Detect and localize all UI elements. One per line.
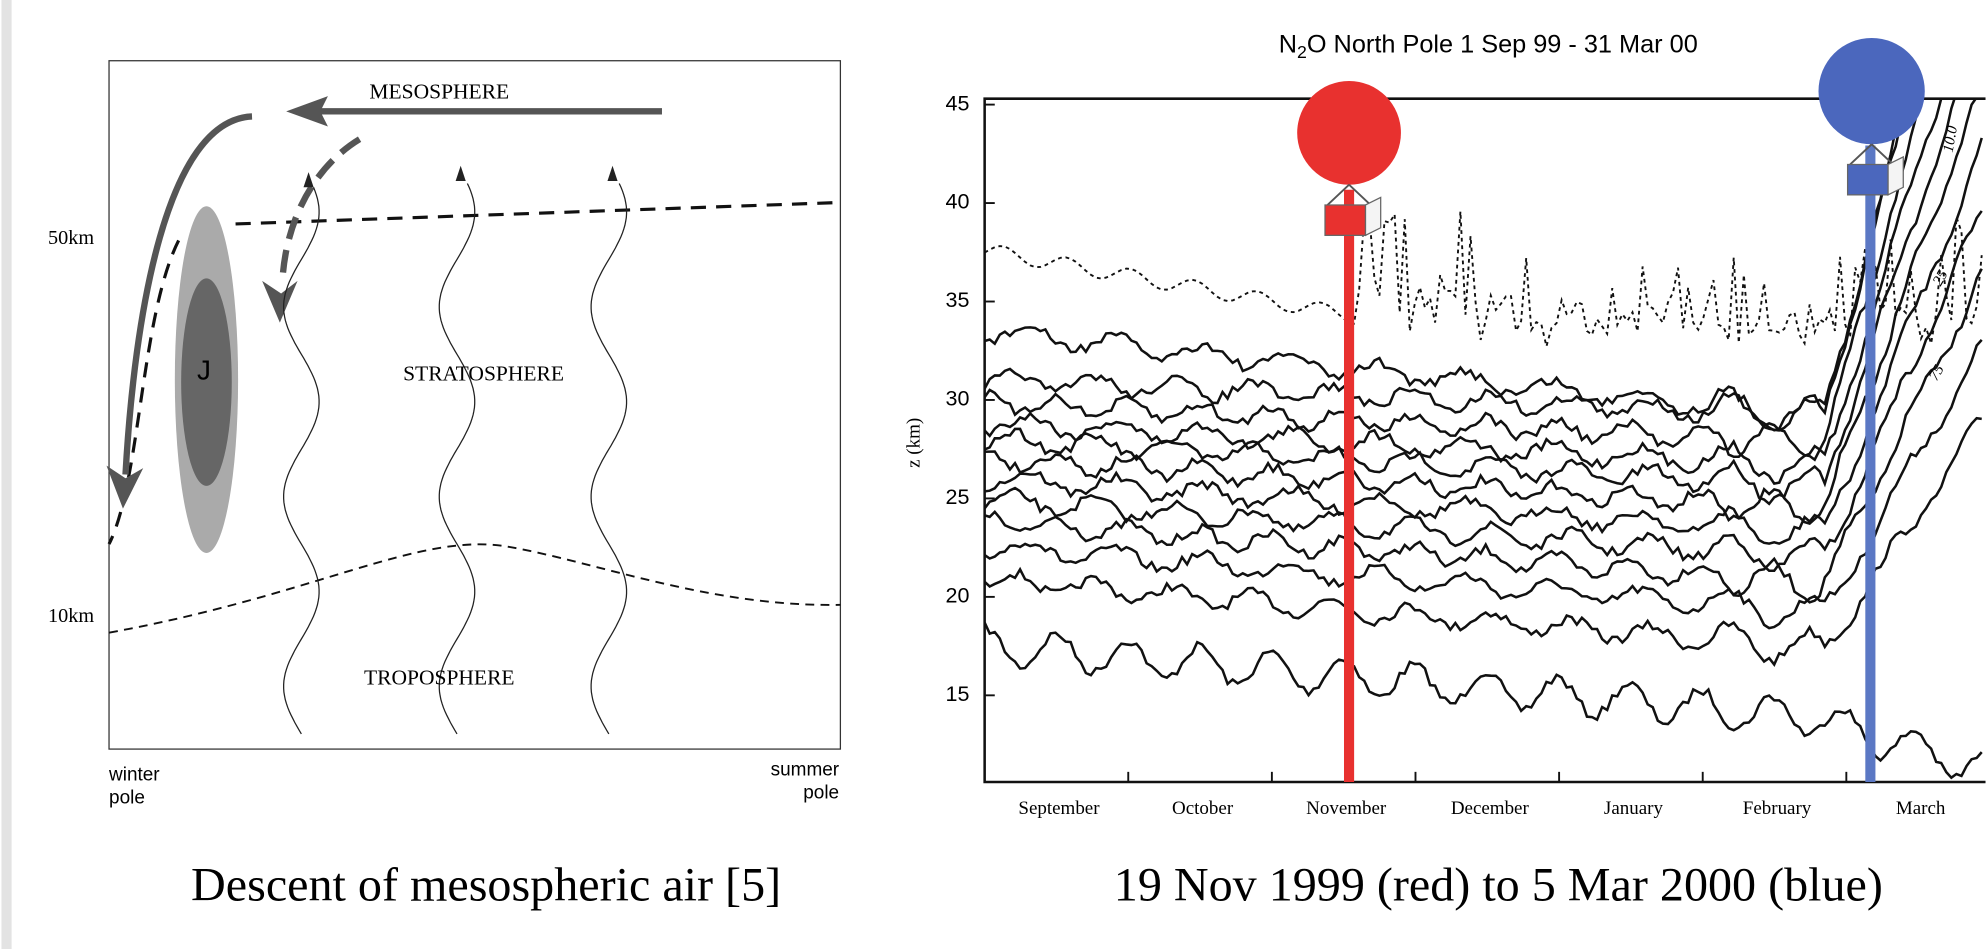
x-tick-label: September xyxy=(1018,798,1100,819)
pole-label: pole xyxy=(109,787,145,808)
contour-line-dashed xyxy=(984,211,1983,347)
x-tick-label: February xyxy=(1743,798,1812,819)
caption: Descent of mesospheric air [5] xyxy=(191,859,781,912)
gondola-side xyxy=(1887,155,1904,196)
arrowhead xyxy=(303,172,314,188)
arrowhead xyxy=(262,280,298,323)
troposphere-label: TROPOSPHERE xyxy=(364,665,515,689)
title-part: N xyxy=(1279,30,1297,58)
x-tick-label: March xyxy=(1896,798,1946,819)
pole-label: summer xyxy=(771,760,840,781)
blue-balloon xyxy=(1818,37,1925,145)
contour-line xyxy=(984,99,1943,486)
stratopause xyxy=(235,200,841,226)
diagram-frame xyxy=(108,60,842,750)
altitude-label: 50km xyxy=(48,227,94,249)
n2o-chart: N2O North Pole 1 Sep 99 - 31 Mar 00 z (k… xyxy=(903,30,1986,912)
contour-line xyxy=(984,416,1982,667)
y-tick-label: 25 xyxy=(946,485,970,509)
chart-title: N2O North Pole 1 Sep 99 - 31 Mar 00 xyxy=(1279,30,1698,62)
planetary-wave xyxy=(438,183,476,735)
contour-line xyxy=(984,339,1983,630)
mesosphere-label: MESOSPHERE xyxy=(369,80,509,104)
gondola-side xyxy=(1364,196,1382,237)
planetary-wave xyxy=(590,183,628,735)
pole-label: winter xyxy=(108,765,160,786)
contour-line xyxy=(984,99,1977,526)
contour-line xyxy=(984,99,1905,432)
contour-line xyxy=(984,99,1956,506)
caption: 19 Nov 1999 (red) to 5 Mar 2000 (blue) xyxy=(1114,859,1883,912)
stratosphere-label: STRATOSPHERE xyxy=(403,362,564,386)
y-tick-label: 40 xyxy=(946,190,970,214)
contour-line xyxy=(984,268,1983,604)
contour-label: 75 xyxy=(1925,362,1948,384)
y-tick-label: 35 xyxy=(946,288,970,312)
balloon-rigging xyxy=(1849,143,1894,166)
red-gondola xyxy=(1324,204,1367,236)
y-tick-label: 45 xyxy=(946,91,970,115)
arrowhead xyxy=(455,165,466,181)
y-tick-label: 20 xyxy=(946,584,970,608)
blue-gondola xyxy=(1846,163,1889,196)
jet-label: J xyxy=(197,354,211,385)
side-strip xyxy=(1,0,12,949)
atmosphere-diagram: MESOSPHERE STRATOSPHERE TROPOSPHERE J 50… xyxy=(48,60,842,912)
y-tick-label: 15 xyxy=(946,682,970,706)
contour-line xyxy=(984,210,1983,573)
x-tick-label: January xyxy=(1604,798,1664,819)
descent-arrow-dashed xyxy=(279,136,362,282)
pole-label: pole xyxy=(803,782,839,803)
x-tick-label: November xyxy=(1306,798,1387,819)
arrowhead xyxy=(286,96,328,127)
x-tick-label: December xyxy=(1451,798,1530,819)
contour-line xyxy=(984,622,1983,780)
x-tick-label: October xyxy=(1172,798,1234,819)
contour-line xyxy=(984,99,1924,462)
y-axis-label: z (km) xyxy=(903,418,924,468)
contour-label: 10.0 xyxy=(1940,124,1961,154)
arrowhead xyxy=(607,165,618,181)
altitude-label: 10km xyxy=(48,605,94,627)
y-tick-label: 30 xyxy=(946,387,970,411)
tropopause xyxy=(108,543,841,634)
balloon-rigging xyxy=(1326,184,1372,206)
contour-line xyxy=(984,137,1983,545)
title-part: O North Pole 1 Sep 99 - 31 Mar 00 xyxy=(1307,30,1698,58)
descent-dashed xyxy=(107,239,181,545)
jet-inner xyxy=(181,278,232,486)
descent-arrow xyxy=(122,113,253,475)
planetary-wave xyxy=(283,187,320,735)
arrowhead xyxy=(106,465,144,509)
title-subscript: 2 xyxy=(1297,42,1307,62)
contour-line xyxy=(984,99,1911,432)
plot-frame xyxy=(983,97,1986,784)
red-balloon xyxy=(1297,80,1401,185)
